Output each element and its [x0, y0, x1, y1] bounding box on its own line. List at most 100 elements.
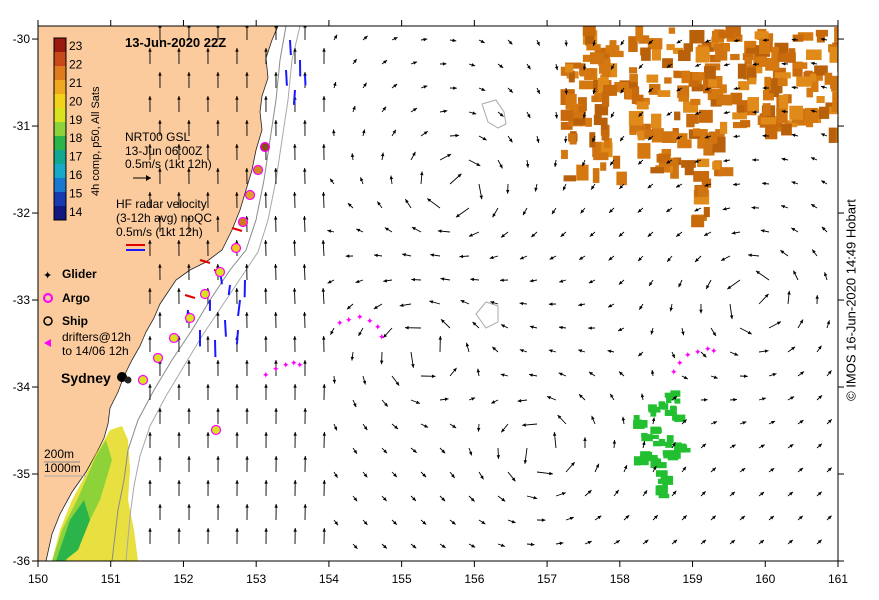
sst-pixel: [592, 141, 603, 158]
velocity-arrow-head: [666, 160, 671, 164]
velocity-arrow-head: [206, 528, 210, 532]
sst-pixel: [804, 70, 813, 80]
gsl-legend-time: 13-Jun 06:00Z: [125, 144, 202, 158]
velocity-arrow-head: [177, 240, 181, 244]
velocity-arrow-head: [293, 48, 297, 52]
velocity-arrow-head: [570, 462, 575, 466]
sst-pixel: [637, 130, 645, 141]
sst-pixel: [630, 74, 638, 83]
sst-pixel: [703, 66, 716, 80]
velocity-arrow-head: [440, 319, 445, 324]
velocity-arrow-head: [216, 120, 220, 124]
velocity-arrow-head: [560, 233, 565, 237]
velocity-arrow-head: [531, 233, 536, 238]
velocity-arrow-head: [638, 352, 643, 357]
velocity-arrow-head: [704, 183, 709, 187]
velocity-arrow-head: [292, 192, 297, 196]
glider-position: ✦: [676, 358, 684, 368]
velocity-arrow-head: [471, 544, 476, 548]
colorbar-tick: 18: [69, 131, 83, 145]
sst-pixel: [675, 71, 684, 79]
sst-pixel: [613, 155, 621, 169]
velocity-arrow-head: [591, 185, 595, 190]
velocity-arrow-head: [424, 424, 429, 428]
velocity-arrow-head: [206, 96, 210, 100]
velocity-arrow-head: [623, 465, 628, 470]
velocity-arrow-head: [564, 90, 568, 95]
velocity-arrow-head: [383, 279, 388, 283]
sst-pixel: [647, 434, 659, 440]
velocity-arrow-head: [412, 449, 417, 453]
velocity-arrow-head: [781, 109, 786, 114]
velocity-arrow-head: [588, 326, 592, 330]
velocity-arrow-head: [587, 540, 592, 545]
sst-pixel: [697, 138, 706, 149]
isobath-1000m: [125, 26, 301, 561]
velocity-arrow-head: [723, 62, 728, 67]
glider-tracks: ✦ ✦ ✦ ✦✦✦✦✦ ✦ ✦✦✦✦✦ ✦ ✦✦: [262, 312, 718, 380]
glider-position: ✦: [684, 350, 692, 360]
velocity-arrow-head: [741, 468, 746, 472]
sst-pixel: [651, 455, 658, 464]
velocity-arrow-head: [423, 85, 428, 89]
velocity-arrow-head: [559, 541, 564, 546]
sst-pixel: [771, 46, 779, 61]
velocity-arrow-head: [676, 39, 681, 44]
velocity-arrow-head: [457, 173, 462, 178]
velocity-arrow-head: [776, 321, 781, 325]
velocity-arrow-head: [821, 226, 826, 231]
sst-pixel: [831, 75, 838, 92]
velocity-arrow-head: [399, 303, 404, 307]
velocity-arrow-head: [791, 85, 796, 90]
velocity-arrow-head: [667, 257, 671, 262]
velocity-arrow-head: [678, 283, 682, 288]
velocity-arrow-head: [676, 233, 681, 237]
velocity-arrow-head: [216, 456, 220, 460]
sst-pixel: [755, 65, 763, 74]
velocity-arrow-head: [552, 432, 557, 436]
velocity-arrow-head: [810, 157, 815, 161]
sst-pixel: [738, 81, 750, 91]
lon-tick-label: 150: [28, 572, 48, 586]
velocity-arrow-head: [468, 451, 473, 456]
hf-radar-arrow: [237, 299, 241, 317]
velocity-arrow-head: [431, 374, 436, 379]
velocity-arrow-head: [608, 304, 613, 308]
velocity-arrow-head: [647, 184, 652, 189]
velocity-arrow-head: [734, 352, 739, 356]
velocity-arrow-head: [427, 198, 432, 202]
sst-pixel: [697, 158, 710, 168]
sst-pixel: [707, 88, 724, 101]
velocity-arrow-head: [362, 380, 367, 385]
velocity-arrow-head: [383, 449, 387, 454]
velocity-arrow-head: [402, 253, 407, 257]
sst-pixel: [593, 152, 609, 161]
sst-pixel: [703, 143, 713, 156]
glider-position: ✦: [356, 312, 364, 322]
velocity-arrow-head: [772, 373, 777, 377]
sst-pixel: [683, 43, 693, 52]
velocity-arrow-head: [702, 539, 707, 544]
velocity-arrow-head: [610, 113, 615, 118]
velocity-arrow-head: [500, 543, 505, 547]
velocity-arrow-head: [322, 480, 327, 484]
velocity-arrow-head: [649, 281, 653, 286]
sst-pixel: [674, 398, 681, 404]
velocity-arrow-head: [377, 201, 381, 206]
velocity-arrow-head: [235, 144, 239, 148]
sst-pixel: [666, 396, 675, 401]
velocity-arrow-head: [415, 400, 420, 404]
velocity-arrow-head: [530, 542, 535, 547]
velocity-arrow-head: [529, 325, 534, 329]
sst-pixel: [742, 53, 754, 61]
velocity-arrow-head: [413, 61, 418, 65]
velocity-arrow-head: [548, 349, 553, 353]
velocity-arrow-head: [353, 544, 358, 549]
velocity-arrow-head: [810, 109, 815, 113]
velocity-arrow-head: [811, 204, 816, 208]
velocity-arrow-head: [264, 528, 268, 532]
velocity-arrow-head: [423, 131, 428, 135]
velocity-arrow-head: [638, 64, 643, 69]
velocity-arrow-head: [569, 516, 574, 521]
drifter-legend-symbol: [44, 339, 51, 347]
